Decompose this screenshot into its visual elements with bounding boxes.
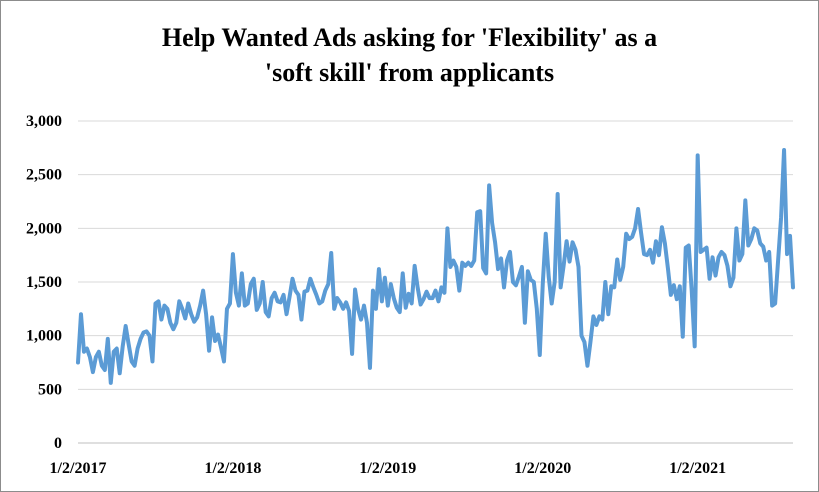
x-tick-label: 1/2/2020 <box>514 460 571 477</box>
y-axis-ticks: 0 500 1,000 1,500 2,000 2,500 3,000 <box>26 113 62 452</box>
x-tick-label: 1/2/2021 <box>669 460 726 477</box>
x-tick-label: 1/2/2019 <box>359 460 416 477</box>
chart-title-line-2: 'soft skill' from applicants <box>264 58 555 87</box>
series-group <box>76 147 795 385</box>
x-tick-label: 1/2/2018 <box>204 460 261 477</box>
y-tick-label: 2,000 <box>26 220 62 237</box>
y-tick-label: 2,500 <box>26 167 62 184</box>
series-line <box>76 147 795 385</box>
y-tick-label: 500 <box>38 381 62 398</box>
y-tick-label: 0 <box>54 435 62 452</box>
x-tick-label: 1/2/2017 <box>50 460 107 477</box>
y-tick-label: 1,000 <box>26 328 62 345</box>
gridlines <box>78 120 793 444</box>
chart-title: Help Wanted Ads asking for 'Flexibility'… <box>0 20 819 90</box>
y-tick-label: 1,500 <box>26 274 62 291</box>
x-axis-ticks: 1/2/2017 1/2/2018 1/2/2019 1/2/2020 1/2/2021 <box>50 460 727 477</box>
chart-title-line-1: Help Wanted Ads asking for 'Flexibility'… <box>161 23 658 52</box>
y-tick-label: 3,000 <box>26 113 62 130</box>
